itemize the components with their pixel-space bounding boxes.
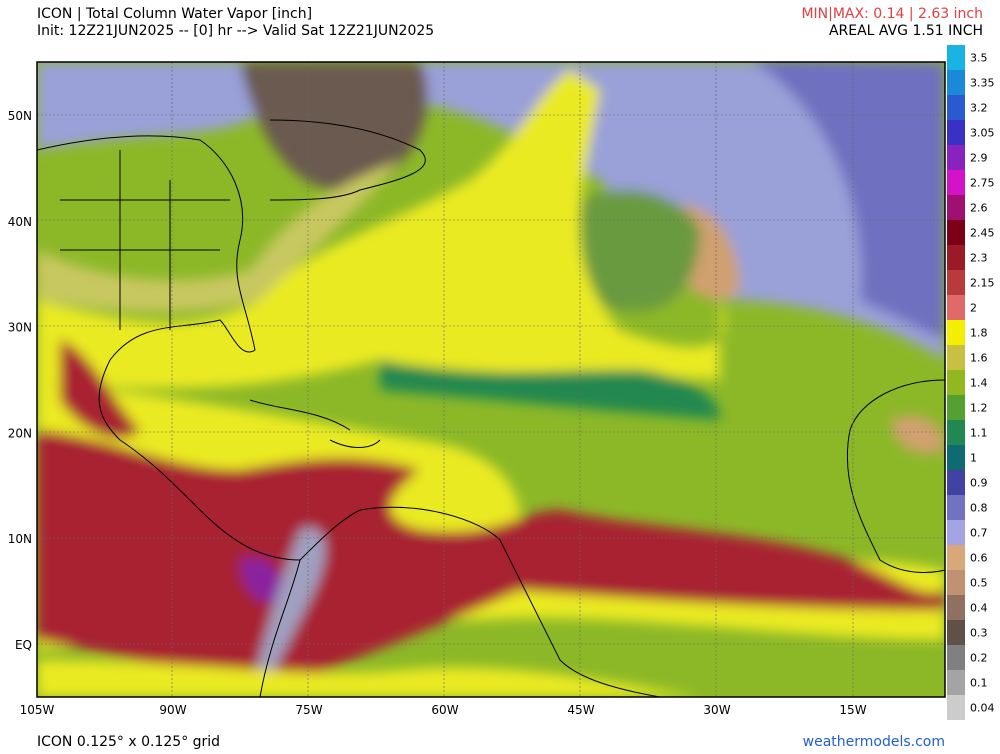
colorbar-segment [947,595,965,620]
colorbar-segment [947,245,965,270]
colorbar-segment [947,370,965,395]
lat-label: 50N [8,109,32,123]
colorbar-label: 3.2 [970,102,988,115]
init-line: Init: 12Z21JUN2025 -- [0] hr --> Valid S… [37,23,434,39]
colorbar-label: 2.45 [970,227,995,240]
colorbar-label: 0.1 [970,677,988,690]
colorbar-label: 1.4 [970,377,988,390]
colorbar-segment [947,570,965,595]
areal-avg: AREAL AVG 1.51 INCH [829,23,983,39]
lat-label: EQ [15,638,32,652]
colorbar-label: 0.2 [970,652,988,665]
colorbar-segment [947,120,965,145]
colorbar-label: 1.1 [970,427,988,440]
colorbar-segment [947,295,965,320]
colorbar-label: 0.4 [970,602,988,615]
colorbar-label: 2.75 [970,177,995,190]
colorbar-segment [947,495,965,520]
colorbar-label: 3.5 [970,52,988,65]
lon-label: 90W [159,703,186,717]
colorbar: 3.5 3.35 3.2 3.05 2.9 2.75 2.6 2.45 2.3 2.15 2 1.8 1… [947,45,995,720]
colorbar-segment [947,445,965,470]
grid-info: ICON 0.125° x 0.125° grid [37,734,220,750]
colorbar-label: 1.2 [970,402,988,415]
lat-label: 40N [8,215,32,229]
colorbar-label: 2 [970,302,977,315]
colorbar-label: 2.15 [970,277,995,290]
colorbar-label: 1 [970,452,977,465]
colorbar-segment [947,670,965,695]
colorbar-label: 1.8 [970,327,988,340]
colorbar-segment [947,620,965,645]
lon-label: 75W [295,703,322,717]
colorbar-segment [947,70,965,95]
colorbar-segment [947,220,965,245]
lon-label: 15W [839,703,866,717]
colorbar-label: 0.9 [970,477,988,490]
lon-label: 30W [703,703,730,717]
axis-labels: 50N 40N 30N 20N 10N EQ 105W 90W 75W 60W 45W 30W 15W [8,109,867,717]
map-frame [36,61,946,698]
lat-label: 30N [8,321,32,335]
lat-label: 20N [8,426,32,440]
lon-label: 105W [20,703,55,717]
colorbar-segment [947,520,965,545]
colorbar-label: 0.04 [970,702,995,715]
colorbar-segment [947,170,965,195]
colorbar-label: 2.9 [970,152,988,165]
colorbar-segment [947,95,965,120]
colorbar-label: 3.35 [970,77,995,90]
colorbar-label: 0.8 [970,502,988,515]
min-max: MIN|MAX: 0.14 | 2.63 inch [801,6,983,22]
lon-label: 60W [431,703,458,717]
colorbar-segment [947,270,965,295]
title: ICON | Total Column Water Vapor [inch] [37,6,312,22]
colorbar-segment [947,345,965,370]
colorbar-segment [947,45,965,70]
colorbar-label: 0.3 [970,627,988,640]
colorbar-segment [947,420,965,445]
colorbar-segment [947,145,965,170]
colorbar-label: 0.5 [970,577,988,590]
colorbar-label: 0.6 [970,552,988,565]
colorbar-segment [947,320,965,345]
colorbar-label: 2.6 [970,202,988,215]
colorbar-label: 3.05 [970,127,995,140]
lon-label: 45W [567,703,594,717]
colorbar-label: 2.3 [970,252,988,265]
colorbar-segment [947,470,965,495]
map [37,62,945,697]
colorbar-label: 1.6 [970,352,988,365]
colorbar-label: 0.7 [970,527,988,540]
colorbar-segment [947,545,965,570]
site: weathermodels.com [803,734,945,750]
colorbar-segment [947,695,965,720]
colorbar-segment [947,395,965,420]
lat-label: 10N [8,532,32,546]
colorbar-segment [947,645,965,670]
colorbar-segment [947,195,965,220]
